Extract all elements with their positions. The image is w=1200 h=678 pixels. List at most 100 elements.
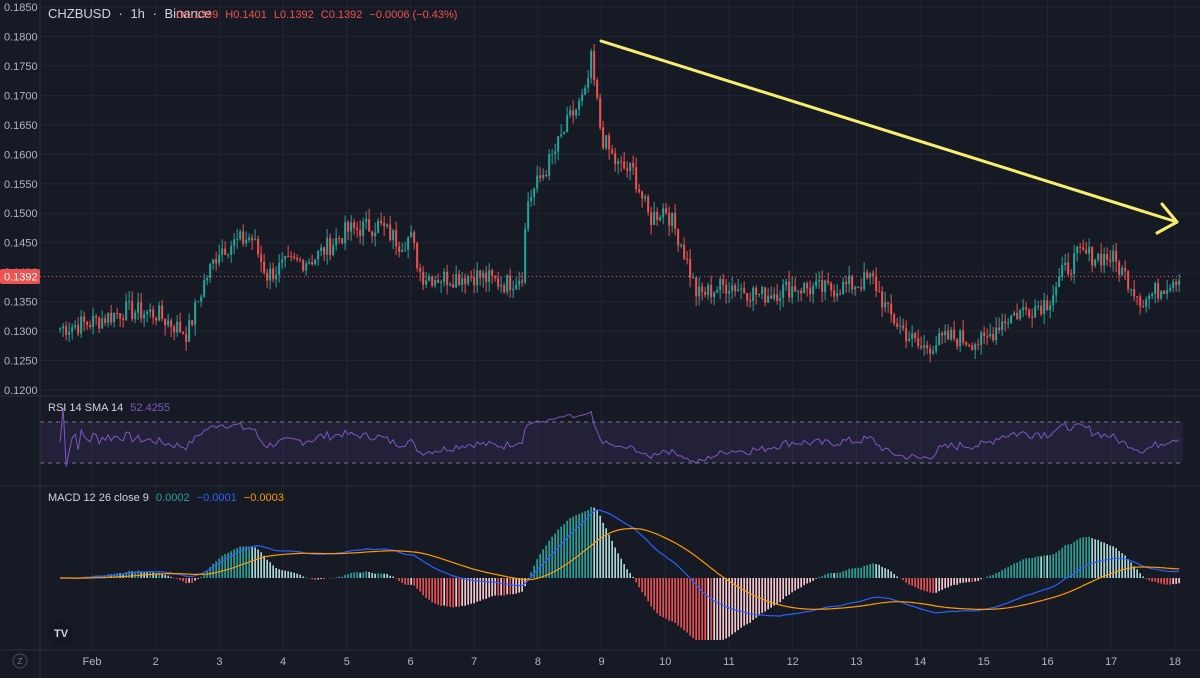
interval-label[interactable]: 1h — [130, 6, 144, 21]
candle-body — [866, 272, 869, 278]
candle-body — [674, 213, 677, 229]
candle-body — [896, 323, 899, 327]
candle-body — [755, 287, 758, 295]
candle-body — [950, 329, 953, 340]
candle-body — [626, 168, 629, 171]
candle-body — [923, 344, 926, 348]
candle-body — [563, 132, 566, 135]
candle-body — [689, 259, 692, 278]
candle-body — [728, 290, 731, 294]
candle-body — [167, 320, 170, 326]
high-value: H0.1401 — [225, 9, 267, 21]
candle-body — [536, 175, 539, 189]
rsi-title[interactable]: RSI 14 SMA 14 — [48, 402, 123, 414]
candle-body — [863, 272, 866, 290]
candles — [59, 43, 1181, 363]
candle-body — [761, 287, 764, 294]
time-tick-label: 18 — [1169, 656, 1181, 668]
candle-body — [521, 280, 524, 283]
candle-body — [239, 231, 242, 239]
candle-body — [593, 51, 596, 81]
candle-body — [494, 275, 497, 279]
candle-body — [1004, 321, 1007, 324]
candle-body — [608, 135, 611, 150]
time-tick-label: 15 — [978, 656, 990, 668]
candle-body — [650, 212, 653, 225]
candle-body — [74, 325, 77, 328]
time-tick-label: 10 — [659, 656, 671, 668]
candle-body — [644, 196, 647, 199]
rsi-band — [40, 422, 1183, 463]
timezone-button[interactable]: Z — [12, 653, 28, 669]
time-tick-label: 16 — [1041, 656, 1053, 668]
candle-body — [80, 316, 83, 334]
candle-body — [605, 135, 608, 149]
tradingview-logo-icon[interactable]: TV — [48, 620, 74, 646]
macd-value: 0.0002 — [156, 492, 190, 504]
candle-body — [944, 330, 947, 336]
candle-body — [803, 283, 806, 294]
candle-body — [110, 312, 113, 323]
candle-body — [371, 231, 374, 237]
candle-body — [1112, 250, 1115, 262]
candle-body — [410, 232, 413, 238]
candle-body — [185, 334, 188, 342]
candle-body — [713, 292, 716, 298]
candle-body — [497, 278, 500, 287]
candle-body — [254, 239, 257, 241]
time-tick-label: 5 — [344, 656, 350, 668]
candle-body — [779, 298, 782, 301]
candle-body — [641, 191, 644, 199]
timezone-button-ring — [12, 653, 28, 669]
candle-body — [413, 232, 416, 243]
trend-arrow[interactable] — [599, 39, 1179, 235]
candle-body — [827, 280, 830, 283]
candle-body — [719, 279, 722, 291]
candle-body — [425, 280, 428, 285]
candle-body — [176, 321, 179, 333]
candle-body — [578, 100, 581, 110]
candle-body — [1103, 254, 1106, 266]
candle-body — [437, 280, 440, 284]
candle-body — [917, 338, 920, 347]
candle-body — [479, 270, 482, 278]
candle-body — [101, 318, 104, 329]
candle-body — [683, 244, 686, 259]
candle-body — [392, 230, 395, 241]
candle-body — [1034, 306, 1037, 318]
candle-body — [131, 301, 134, 320]
candle-body — [1007, 322, 1010, 324]
symbol-name[interactable]: CHZBUSD — [48, 6, 111, 21]
candle-body — [200, 296, 203, 302]
candle-body — [257, 239, 260, 255]
candle-body — [1037, 305, 1040, 307]
candle-body — [671, 213, 674, 226]
candle-body — [734, 285, 737, 292]
candle-body — [440, 282, 443, 284]
candle-body — [518, 280, 521, 285]
candle-body — [698, 286, 701, 297]
candle-body — [134, 312, 137, 320]
macd-title[interactable]: MACD 12 26 close 9 — [48, 492, 149, 504]
candle-body — [458, 274, 461, 286]
candle-body — [740, 288, 743, 290]
candle-body — [404, 249, 407, 251]
candle-body — [1154, 283, 1157, 294]
candle-body — [632, 162, 635, 168]
trend-arrow-line[interactable] — [599, 39, 1179, 224]
price-tick-label: 0.1600 — [4, 149, 38, 161]
candle-body — [296, 258, 299, 260]
candle-body — [1097, 253, 1100, 260]
candle-body — [143, 313, 146, 319]
candle-body — [1013, 312, 1016, 316]
candle-body — [302, 260, 305, 271]
candle-body — [686, 258, 689, 260]
price-axis[interactable]: 0.1850 0.1800 0.1750 0.1700 0.1650 0.1600 0.15… — [4, 2, 38, 397]
close-value: C0.1392 — [321, 9, 363, 21]
candle-body — [893, 314, 896, 324]
candle-body — [983, 332, 986, 336]
candle-body — [509, 275, 512, 291]
candle-body — [263, 261, 266, 273]
time-axis[interactable]: Feb 2 3 4 5 6 7 8 9 10 11 12 13 14 15 16 17 18 — [83, 656, 1182, 668]
